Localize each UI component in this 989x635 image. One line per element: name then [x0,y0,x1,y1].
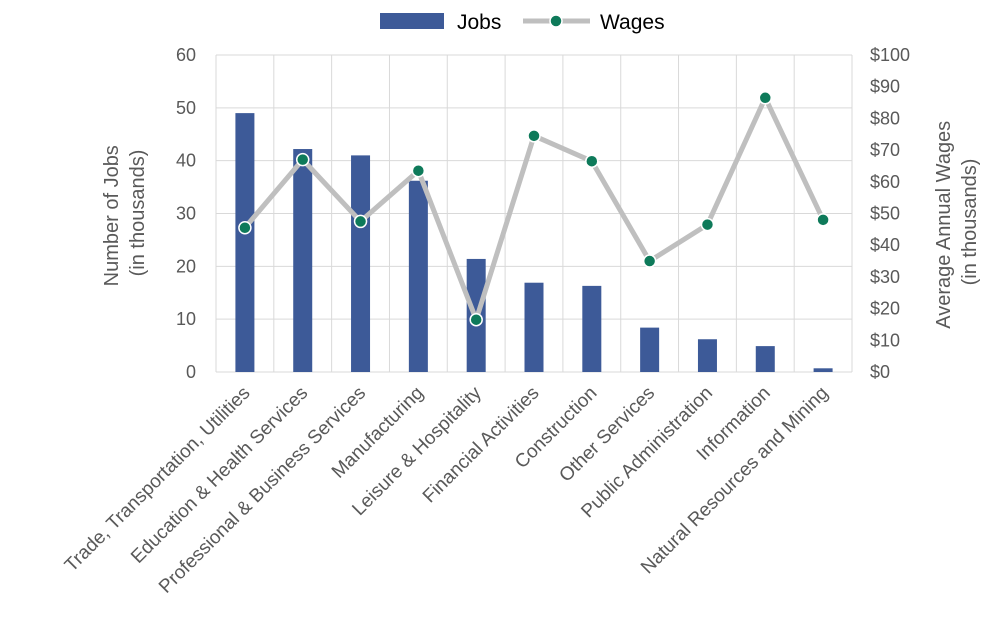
jobs-bar [640,327,660,372]
right-tick-label: $80 [870,108,900,128]
right-axis-title-line1: Average Annual Wages [933,121,955,329]
wages-point [238,221,252,235]
wages-point [469,312,483,327]
right-axis-title-line2: (in thousands) [959,159,981,286]
right-axis-ticks: $0 $10 $20 $30 $40 $50 $60 $70 $80 $90 $100 [870,45,910,382]
jobs-bars [235,113,833,372]
legend-jobs-swatch [380,13,444,29]
right-tick-label: $10 [870,330,900,350]
right-axis-title: Average Annual Wages (in thousands) [933,115,981,328]
right-tick-label: $30 [870,267,900,287]
wages-point [585,154,599,168]
right-tick-label: $40 [870,235,900,255]
jobs-bar [755,346,775,372]
jobs-bar [235,113,255,372]
wages-point [411,163,426,178]
jobs-bar [293,149,313,372]
wages-markers [238,91,830,327]
jobs-bar [813,368,833,372]
wages-point [295,152,310,167]
jobs-bar [524,282,544,372]
wages-point [758,91,773,105]
right-tick-label: $90 [870,77,900,97]
wages-point [527,129,541,143]
left-axis-title: Number of Jobs (in thousands) [101,140,149,287]
gridlines [215,54,853,373]
right-tick-label: $0 [870,362,890,382]
left-axis-title-line1: Number of Jobs [101,145,123,286]
left-tick-label: 30 [176,204,196,224]
jobs-bar [697,339,717,372]
right-tick-label: $20 [870,299,900,319]
legend: Jobs Wages [380,11,665,34]
legend-wages-marker [549,14,563,28]
category-labels: Trade, Transportation, UtilitiesEducatio… [61,382,833,597]
right-tick-label: $50 [870,204,900,224]
jobs-bar [582,285,602,372]
left-tick-label: 10 [176,309,196,329]
left-axis-title-line2: (in thousands) [127,150,149,277]
jobs-bar [351,155,371,372]
right-tick-label: $60 [870,172,900,192]
left-tick-label: 60 [176,45,196,65]
wages-point [642,254,657,268]
left-tick-label: 0 [186,362,196,382]
category-label: Professional & Business Services [155,383,370,598]
legend-jobs-label: Jobs [457,11,501,34]
jobs-bar [408,180,428,372]
right-tick-label: $100 [870,45,910,65]
wages-point [700,217,715,232]
legend-wages-label: Wages [600,11,665,34]
wages-point [816,213,830,227]
right-tick-label: $70 [870,140,900,160]
left-tick-label: 40 [176,151,196,171]
left-tick-label: 20 [176,256,196,276]
left-axis-ticks: 0 10 20 30 40 50 60 [176,45,196,382]
wages-point [353,214,368,229]
left-tick-label: 50 [176,98,196,118]
